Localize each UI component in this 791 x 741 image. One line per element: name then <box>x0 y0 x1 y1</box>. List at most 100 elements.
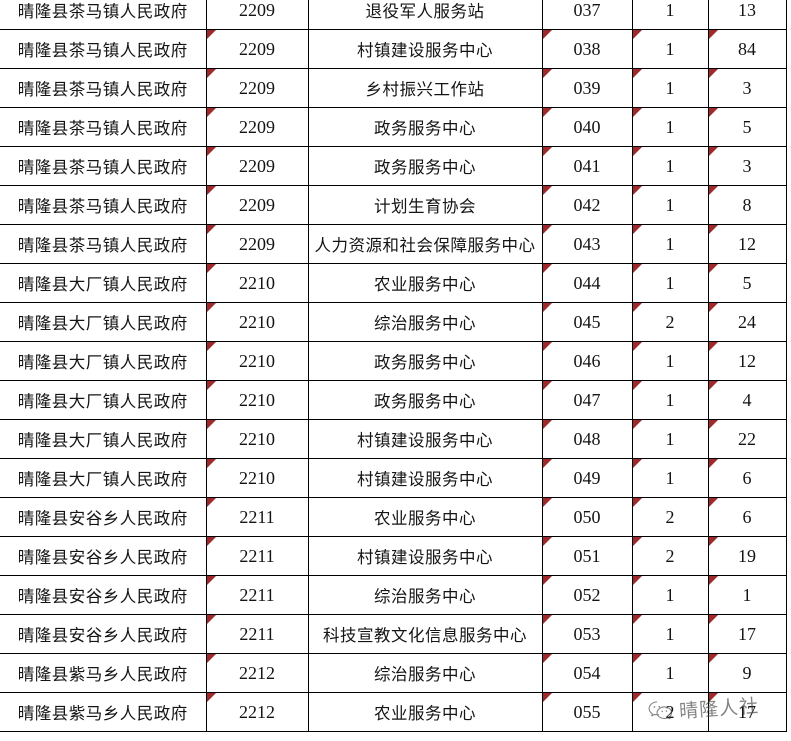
cell-no[interactable]: 045 <box>542 302 633 342</box>
cell-cnt[interactable]: 1 <box>632 575 709 615</box>
cell-no[interactable]: 046 <box>542 341 633 381</box>
cell-code[interactable]: 2209 <box>206 146 309 186</box>
cell-unit[interactable]: 村镇建设服务中心 <box>308 536 543 576</box>
cell-code[interactable]: 2212 <box>206 653 309 693</box>
cell-unit[interactable]: 政务服务中心 <box>308 341 543 381</box>
cell-unit[interactable]: 计划生育协会 <box>308 185 543 225</box>
cell-code[interactable]: 2211 <box>206 575 309 615</box>
cell-unit[interactable]: 科技宣教文化信息服务中心 <box>308 614 543 654</box>
cell-app[interactable]: 8 <box>708 185 787 225</box>
cell-app[interactable]: 84 <box>708 29 787 69</box>
cell-cnt[interactable]: 2 <box>632 536 709 576</box>
cell-code[interactable]: 2209 <box>206 107 309 147</box>
cell-code[interactable]: 2211 <box>206 536 309 576</box>
cell-org[interactable]: 晴隆县安谷乡人民政府 <box>0 497 207 537</box>
cell-no[interactable]: 054 <box>542 653 633 693</box>
cell-code[interactable]: 2209 <box>206 68 309 108</box>
cell-no[interactable]: 053 <box>542 614 633 654</box>
cell-org[interactable]: 晴隆县大厂镇人民政府 <box>0 380 207 420</box>
cell-cnt[interactable]: 1 <box>632 419 709 459</box>
cell-app[interactable]: 3 <box>708 68 787 108</box>
cell-org[interactable]: 晴隆县大厂镇人民政府 <box>0 302 207 342</box>
cell-no[interactable]: 050 <box>542 497 633 537</box>
cell-org[interactable]: 晴隆县大厂镇人民政府 <box>0 263 207 303</box>
cell-no[interactable]: 048 <box>542 419 633 459</box>
cell-unit[interactable]: 退役军人服务站 <box>308 0 543 30</box>
cell-unit[interactable]: 村镇建设服务中心 <box>308 29 543 69</box>
cell-org[interactable]: 晴隆县茶马镇人民政府 <box>0 146 207 186</box>
cell-cnt[interactable]: 2 <box>632 302 709 342</box>
cell-cnt[interactable]: 1 <box>632 29 709 69</box>
cell-org[interactable]: 晴隆县茶马镇人民政府 <box>0 0 207 30</box>
cell-code[interactable]: 2210 <box>206 341 309 381</box>
cell-org[interactable]: 晴隆县安谷乡人民政府 <box>0 575 207 615</box>
cell-no[interactable]: 040 <box>542 107 633 147</box>
cell-app[interactable]: 13 <box>708 0 787 30</box>
cell-org[interactable]: 晴隆县茶马镇人民政府 <box>0 29 207 69</box>
cell-org[interactable]: 晴隆县茶马镇人民政府 <box>0 107 207 147</box>
cell-unit[interactable]: 政务服务中心 <box>308 146 543 186</box>
cell-app[interactable]: 12 <box>708 224 787 264</box>
cell-org[interactable]: 晴隆县茶马镇人民政府 <box>0 185 207 225</box>
cell-org[interactable]: 晴隆县紫马乡人民政府 <box>0 653 207 693</box>
cell-app[interactable]: 4 <box>708 380 787 420</box>
cell-no[interactable]: 042 <box>542 185 633 225</box>
cell-app[interactable]: 5 <box>708 107 787 147</box>
cell-org[interactable]: 晴隆县紫马乡人民政府 <box>0 692 207 732</box>
cell-no[interactable]: 055 <box>542 692 633 732</box>
cell-no[interactable]: 038 <box>542 29 633 69</box>
cell-app[interactable]: 17 <box>708 614 787 654</box>
cell-app[interactable]: 22 <box>708 419 787 459</box>
cell-no[interactable]: 051 <box>542 536 633 576</box>
cell-unit[interactable]: 农业服务中心 <box>308 497 543 537</box>
cell-no[interactable]: 049 <box>542 458 633 498</box>
cell-unit[interactable]: 乡村振兴工作站 <box>308 68 543 108</box>
cell-unit[interactable]: 综治服务中心 <box>308 302 543 342</box>
cell-code[interactable]: 2209 <box>206 29 309 69</box>
cell-cnt[interactable]: 2 <box>632 692 709 732</box>
cell-cnt[interactable]: 1 <box>632 614 709 654</box>
cell-code[interactable]: 2209 <box>206 0 309 30</box>
cell-org[interactable]: 晴隆县安谷乡人民政府 <box>0 614 207 654</box>
cell-org[interactable]: 晴隆县安谷乡人民政府 <box>0 536 207 576</box>
cell-unit[interactable]: 政务服务中心 <box>308 380 543 420</box>
cell-app[interactable]: 6 <box>708 458 787 498</box>
cell-code[interactable]: 2211 <box>206 614 309 654</box>
cell-app[interactable]: 5 <box>708 263 787 303</box>
cell-cnt[interactable]: 1 <box>632 263 709 303</box>
cell-app[interactable]: 17 <box>708 692 787 732</box>
cell-code[interactable]: 2210 <box>206 419 309 459</box>
cell-cnt[interactable]: 1 <box>632 341 709 381</box>
cell-org[interactable]: 晴隆县大厂镇人民政府 <box>0 419 207 459</box>
cell-app[interactable]: 12 <box>708 341 787 381</box>
cell-cnt[interactable]: 1 <box>632 224 709 264</box>
cell-app[interactable]: 6 <box>708 497 787 537</box>
cell-code[interactable]: 2210 <box>206 302 309 342</box>
cell-cnt[interactable]: 1 <box>632 380 709 420</box>
cell-app[interactable]: 24 <box>708 302 787 342</box>
cell-cnt[interactable]: 1 <box>632 68 709 108</box>
cell-cnt[interactable]: 1 <box>632 185 709 225</box>
cell-org[interactable]: 晴隆县大厂镇人民政府 <box>0 341 207 381</box>
cell-no[interactable]: 041 <box>542 146 633 186</box>
cell-cnt[interactable]: 1 <box>632 458 709 498</box>
cell-unit[interactable]: 农业服务中心 <box>308 692 543 732</box>
cell-code[interactable]: 2209 <box>206 224 309 264</box>
cell-app[interactable]: 1 <box>708 575 787 615</box>
cell-cnt[interactable]: 1 <box>632 146 709 186</box>
cell-org[interactable]: 晴隆县茶马镇人民政府 <box>0 224 207 264</box>
cell-code[interactable]: 2211 <box>206 497 309 537</box>
cell-unit[interactable]: 综治服务中心 <box>308 575 543 615</box>
cell-org[interactable]: 晴隆县大厂镇人民政府 <box>0 458 207 498</box>
cell-no[interactable]: 044 <box>542 263 633 303</box>
cell-app[interactable]: 9 <box>708 653 787 693</box>
cell-no[interactable]: 052 <box>542 575 633 615</box>
cell-no[interactable]: 047 <box>542 380 633 420</box>
cell-cnt[interactable]: 1 <box>632 653 709 693</box>
cell-code[interactable]: 2210 <box>206 458 309 498</box>
cell-no[interactable]: 043 <box>542 224 633 264</box>
cell-code[interactable]: 2209 <box>206 185 309 225</box>
cell-cnt[interactable]: 2 <box>632 497 709 537</box>
cell-code[interactable]: 2210 <box>206 263 309 303</box>
cell-unit[interactable]: 政务服务中心 <box>308 107 543 147</box>
